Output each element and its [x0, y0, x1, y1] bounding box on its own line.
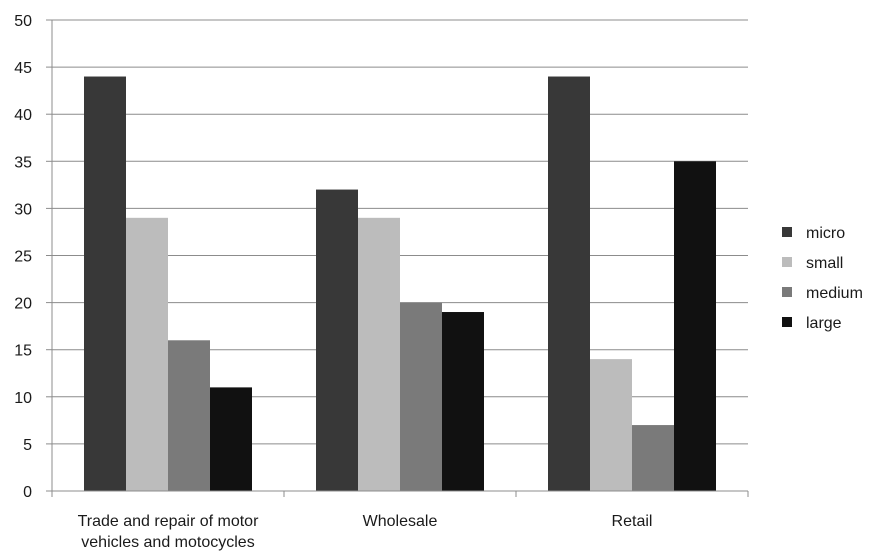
legend-label-medium: medium	[806, 285, 863, 302]
bar-micro	[548, 76, 590, 492]
y-tick-label: 40	[14, 107, 32, 124]
bar-micro	[84, 76, 126, 492]
y-tick-label: 0	[23, 484, 32, 501]
bar-small	[126, 217, 168, 491]
y-tick-label: 50	[14, 13, 32, 30]
legend-swatch-small	[782, 257, 792, 267]
bars	[84, 76, 716, 492]
y-tick-label: 15	[14, 343, 32, 360]
y-tick-label: 25	[14, 249, 32, 266]
bar-medium	[168, 340, 210, 491]
y-axis-ticks: 0 5 10 15 20 25 30 35 40 45 50	[14, 13, 52, 501]
legend-swatch-large	[782, 317, 792, 327]
bar-medium	[632, 425, 674, 491]
legend-swatch-medium	[782, 287, 792, 297]
bar-large	[210, 387, 252, 491]
y-tick-label: 45	[14, 60, 32, 77]
bar-small	[358, 217, 400, 491]
y-tick-label: 20	[14, 296, 32, 313]
legend-label-small: small	[806, 255, 843, 272]
legend-label-large: large	[806, 315, 842, 332]
x-category-label: Trade and repair of motor	[78, 513, 260, 530]
y-tick-label: 5	[23, 437, 32, 454]
y-tick-label: 30	[14, 201, 32, 218]
y-tick-label: 35	[14, 154, 32, 171]
bar-small	[590, 359, 632, 491]
x-category-label: vehicles and motocycles	[81, 534, 254, 551]
legend-swatch-micro	[782, 227, 792, 237]
legend-label-micro: micro	[806, 225, 845, 242]
bar-large	[442, 312, 484, 491]
legend: micro small medium large	[782, 225, 863, 332]
x-axis-categories: Trade and repair of motor vehicles and mo…	[78, 513, 653, 551]
y-tick-label: 10	[14, 390, 32, 407]
x-category-label: Wholesale	[363, 513, 438, 530]
x-category-label: Retail	[612, 513, 653, 530]
bar-medium	[400, 302, 442, 491]
bar-large	[674, 161, 716, 492]
bar-micro	[316, 189, 358, 491]
